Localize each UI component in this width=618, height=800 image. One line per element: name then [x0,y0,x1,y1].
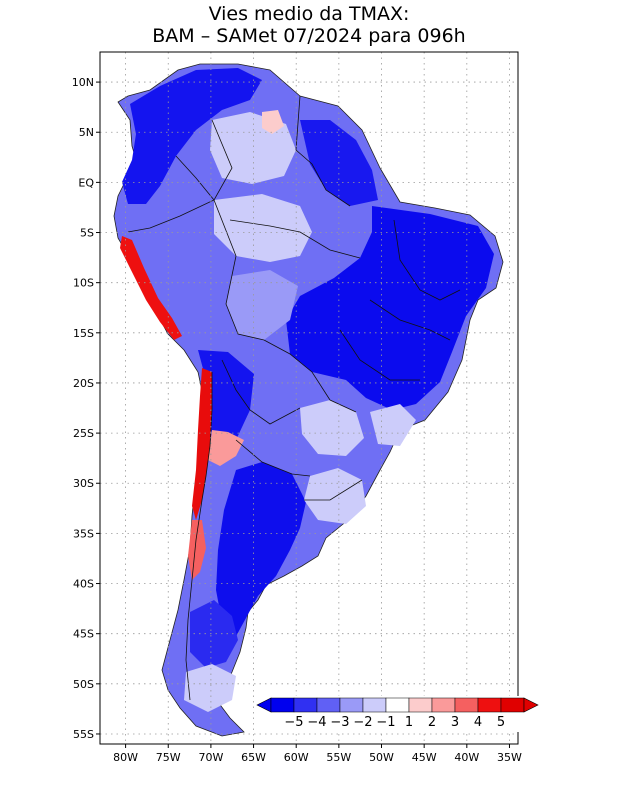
lat-tick-label: 45S [73,628,94,641]
cold-region-northwest [122,68,262,204]
colorbar-swatch [339,697,364,713]
lon-tick-label: 55W [326,751,351,764]
colorbar-swatch [431,697,456,713]
colorbar-swatch [454,697,479,713]
cold-region-argentina [216,462,306,640]
colorbar-swatch [316,697,341,713]
lat-tick-label: 25S [73,427,94,440]
lat-lon-grid [100,52,518,744]
cold-region-patagonia [190,600,238,668]
colorbar-label: 2 [428,715,436,730]
lon-tick-label: 45W [412,751,437,764]
lat-tick-label: 30S [73,477,94,490]
lat-tick-label: 50S [73,678,94,691]
colorbar-swatch [270,697,295,713]
colorbar-swatch [362,697,387,713]
colorbar-high-arrow [523,697,539,713]
warm-region-chile-central [188,520,206,580]
lat-tick-label: 35S [73,527,94,540]
title-line-1: Vies medio da TMAX: [209,3,410,25]
warm-region-andes-ridge [208,430,244,466]
colorbar-legend: −5 −4 −3 −2 −1 1 2 3 4 5 [255,696,544,732]
weak-region-paraguay [300,400,364,456]
continent-land [113,63,504,737]
colorbar-label: −3 [330,715,349,730]
map-area [100,52,518,744]
weak-region-central-amazon [214,194,312,262]
longitude-tick-labels: 80W 75W 70W 65W 60W 55W 50W 45W 40W 35W [113,744,522,764]
lon-tick-label: 65W [241,751,266,764]
colorbar-label: 4 [474,715,482,730]
map-frame [99,51,519,745]
lon-tick-label: 80W [113,751,138,764]
lat-tick-label: EQ [78,176,94,189]
weak-region-south-patagonia [184,664,236,712]
colorbar-swatch [408,697,433,713]
colorbar-label: −4 [307,715,326,730]
colorbar-label: −2 [353,715,372,730]
weak-region-peru-bolivia [226,270,298,340]
colorbar-swatch [477,697,502,713]
colorbar-swatch [385,697,410,713]
colorbar-label: 1 [405,715,413,730]
colorbar-swatch [293,697,318,713]
lat-tick-label: 15S [73,327,94,340]
colorbar-label: −5 [284,715,303,730]
lon-tick-label: 35W [497,751,522,764]
lon-tick-label: 60W [284,751,309,764]
lon-tick-label: 50W [369,751,394,764]
lat-tick-label: 5N [79,126,94,139]
colorbar-label: −1 [376,715,395,730]
colorbar-label: 3 [451,715,459,730]
lat-tick-label: 10S [73,277,94,290]
lat-tick-label: 40S [73,578,94,591]
latitude-tick-labels: 10N 5N EQ 5S 10S 15S 20S 25S 30S 35S 40S 45S 50S 55S [72,76,100,741]
warm-region-peru-coast [120,236,182,340]
title-line-2: BAM – SAMet 07/2024 para 096h [152,25,465,47]
weak-region-uruguay [304,468,366,524]
warm-bias-regions [120,110,284,580]
lat-tick-label: 20S [73,377,94,390]
warm-region-chile-north [192,368,212,520]
colorbar-label: 5 [497,715,505,730]
weak-region-southeast-brazil [370,404,416,446]
lat-tick-label: 55S [73,728,94,741]
lon-tick-label: 75W [156,751,181,764]
lat-tick-label: 10N [72,76,94,89]
colorbar-swatch [500,697,525,713]
warm-region-colombia-patch [262,110,284,134]
lon-tick-label: 70W [198,751,223,764]
lat-tick-label: 5S [80,227,94,240]
cold-region-amazon-east [286,206,494,410]
country-borders [127,95,461,701]
weak-bias-regions [184,112,416,712]
lon-tick-label: 40W [454,751,479,764]
